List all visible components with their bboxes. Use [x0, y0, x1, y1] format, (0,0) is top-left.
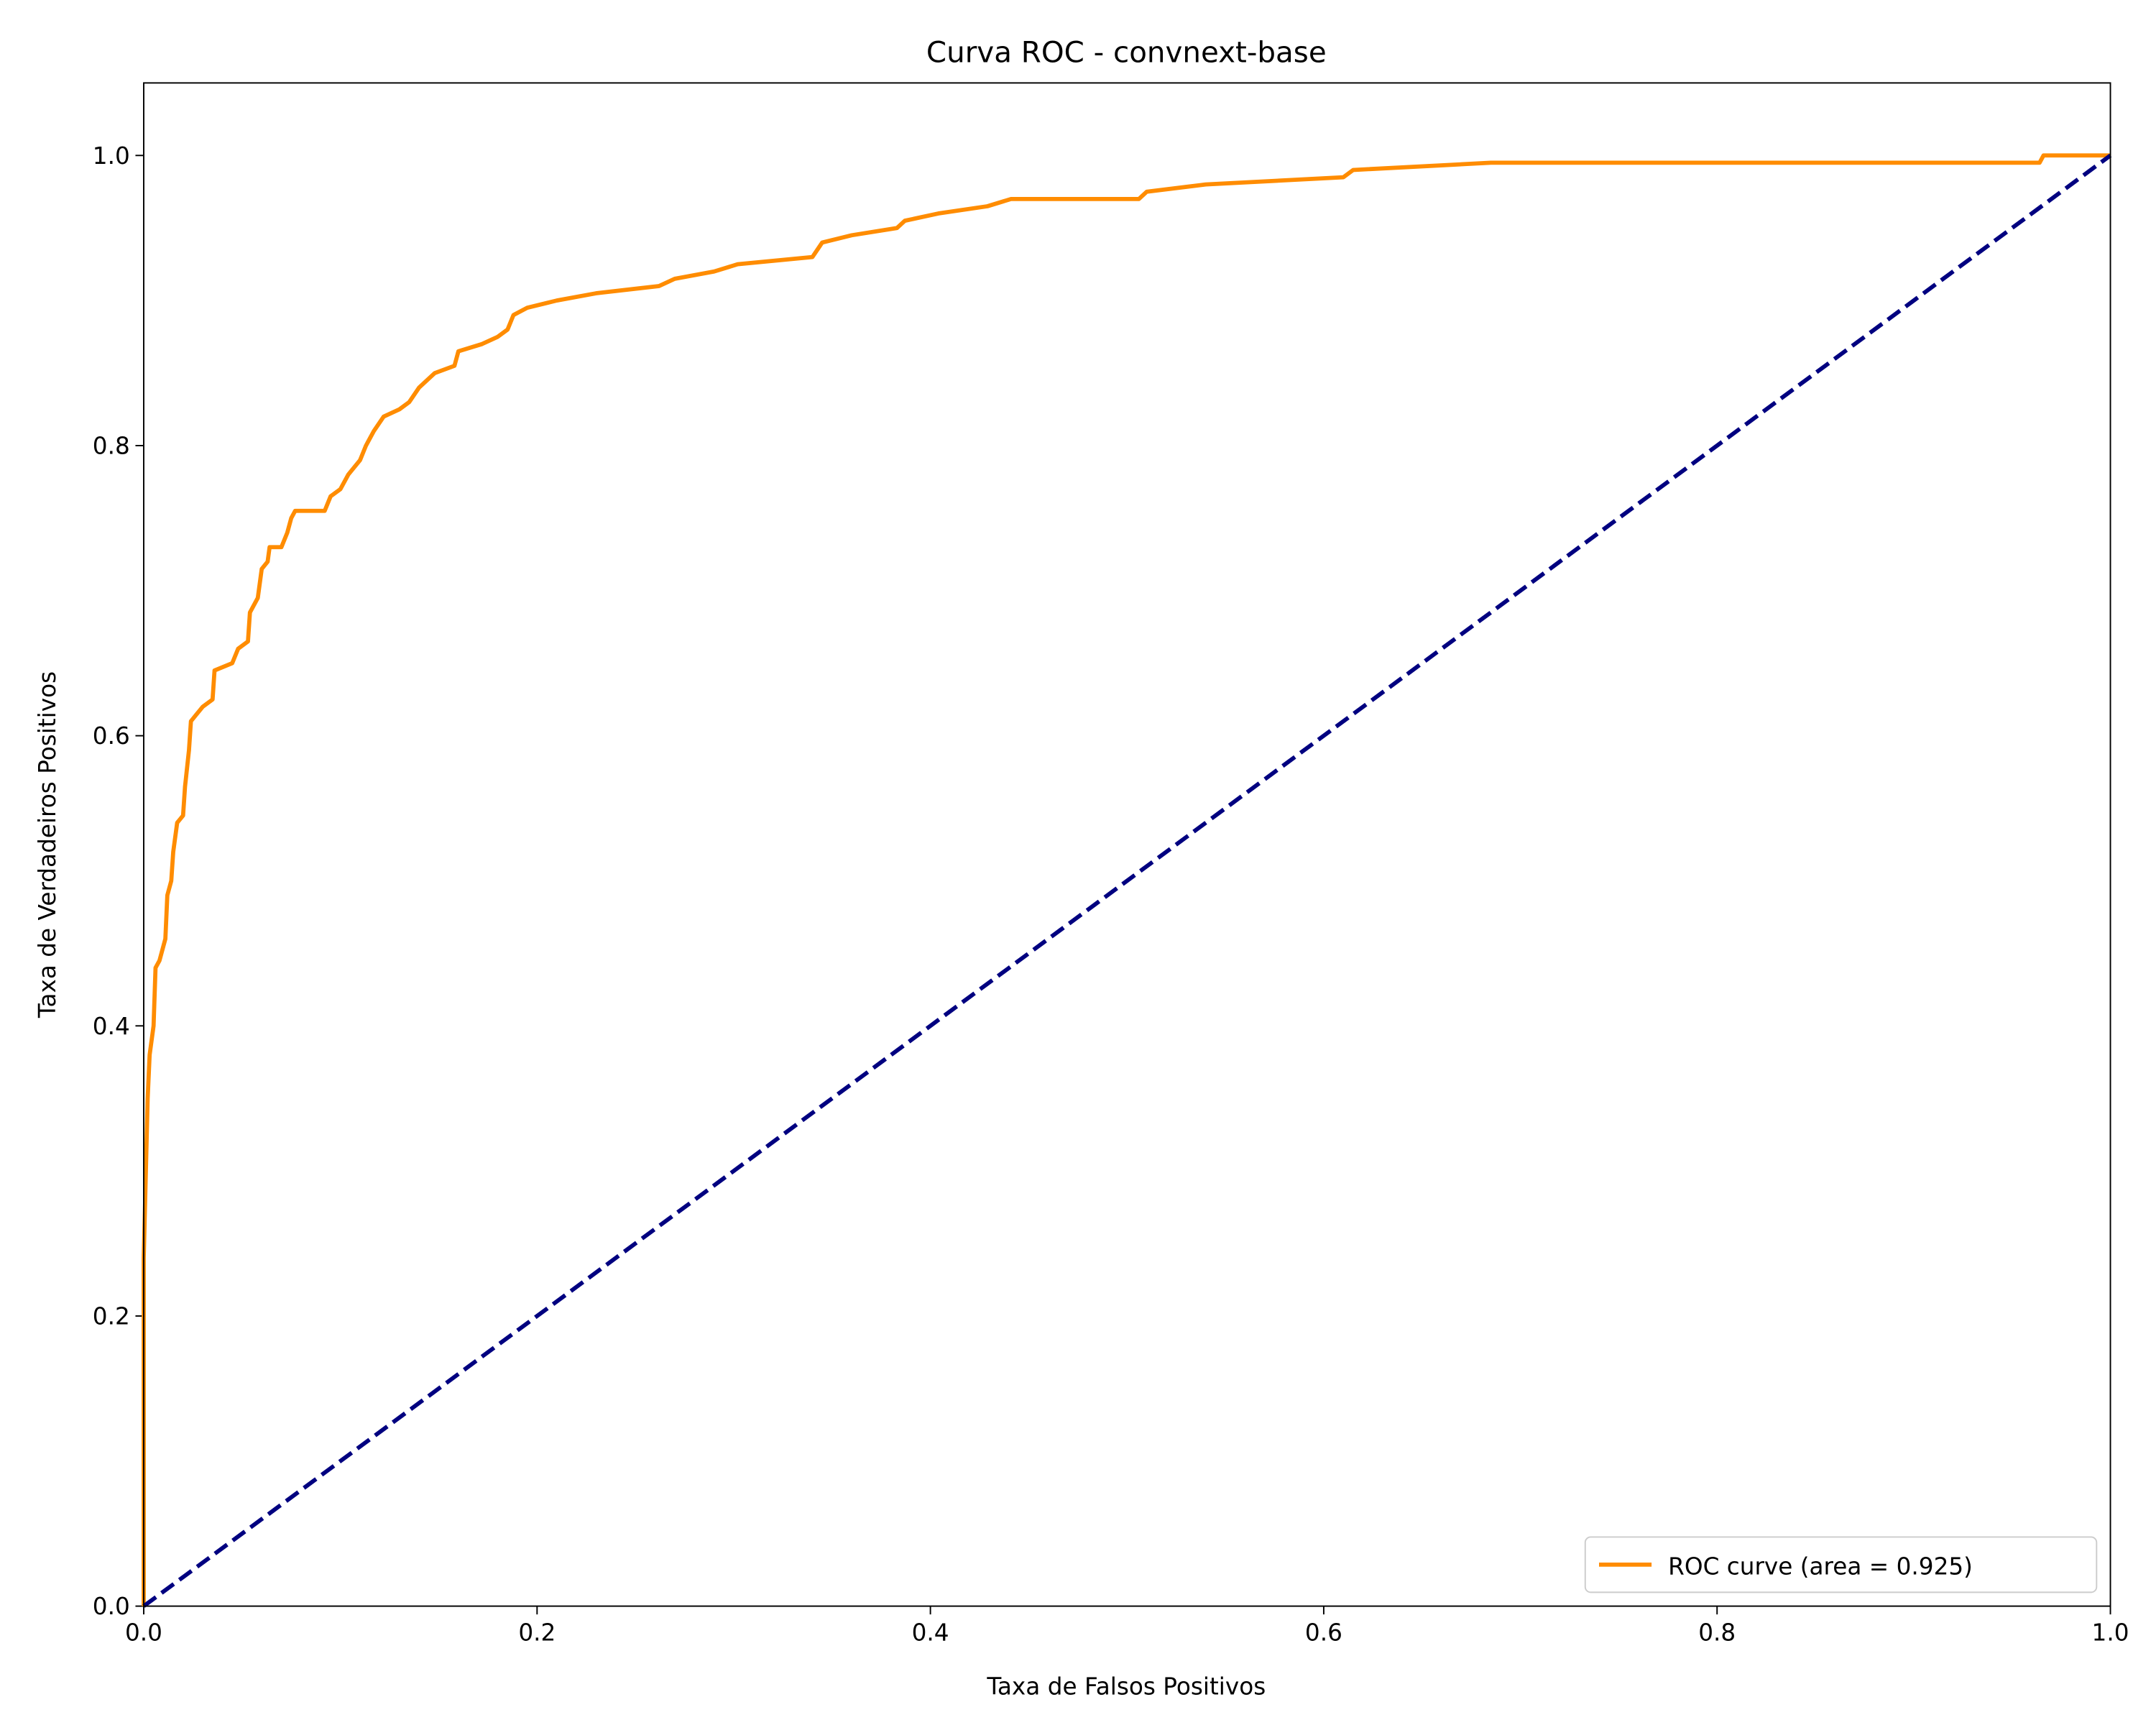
- x-tick-label: 0.0: [125, 1619, 162, 1647]
- legend-box: [1584, 1536, 2098, 1593]
- x-tick-label: 0.6: [1305, 1619, 1342, 1647]
- series-line: [142, 153, 2112, 1608]
- x-tick-label: 0.4: [912, 1619, 949, 1647]
- y-tick-label: 0.2: [93, 1302, 130, 1330]
- plot-frame: [143, 82, 2111, 1607]
- y-axis-label: Taxa de Verdadeiros Positivos: [34, 671, 61, 1018]
- x-axis-label: Taxa de Falsos Positivos: [986, 1673, 1266, 1701]
- series-line: [142, 153, 2111, 1606]
- y-tick-label: 0.8: [93, 433, 130, 460]
- legend-label: ROC curve (area = 0.925): [1668, 1552, 1973, 1580]
- x-tick-label: 0.2: [518, 1619, 556, 1647]
- y-tick-label: 0.6: [93, 722, 130, 750]
- y-tick-label: 1.0: [93, 142, 130, 170]
- y-tick-label: 0.0: [93, 1593, 130, 1620]
- chart-title: Curva ROC - convnext-base: [926, 36, 1327, 70]
- x-tick-label: 1.0: [2092, 1619, 2129, 1647]
- x-tick-label: 0.8: [1698, 1619, 1736, 1647]
- y-tick-label: 0.4: [93, 1013, 130, 1040]
